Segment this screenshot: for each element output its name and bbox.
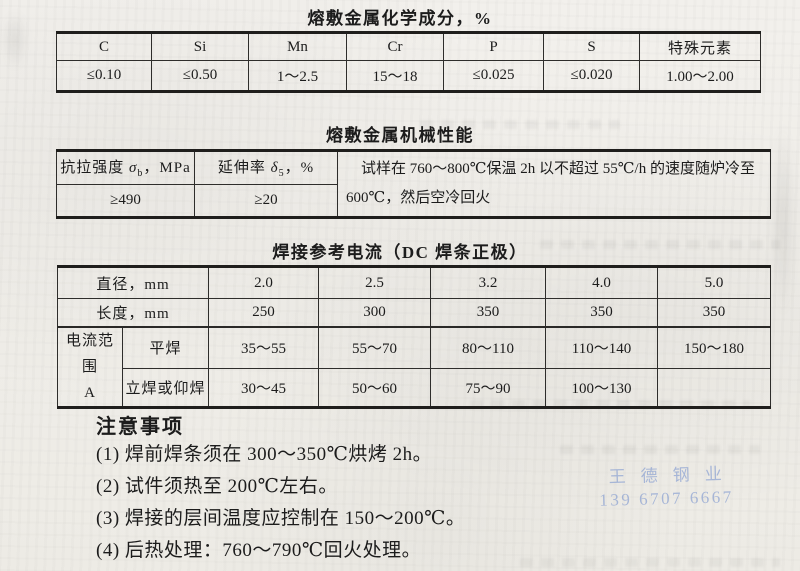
diameter-value: 3.2 (430, 266, 546, 299)
flat-weld-value: 55～70 (318, 325, 431, 369)
note-item: (4) 后热处理：760～790℃回火处理。 (96, 540, 422, 561)
tensile-unit: ，MPa (143, 160, 191, 177)
value-cell: 1.00～2.00 (639, 60, 761, 92)
length-value: 350 (545, 298, 658, 328)
header-cell: P (443, 32, 544, 61)
flat-weld-value: 35～55 (208, 325, 319, 369)
vertical-weld-value: 30～45 (208, 367, 319, 409)
scan-artifact (540, 240, 780, 249)
heat-treatment-line2: 600℃，然后空冷回火 (346, 190, 491, 206)
table-row: 电流范围 A 平焊 35～55 55～70 80～110 110～140 150… (57, 325, 771, 408)
delta-symbol: δ (270, 160, 279, 177)
chemical-composition-table: C Si Mn Cr P S 特殊元素 ≤0.10 ≤0.50 1～2.5 15… (56, 31, 761, 93)
flat-weld-value: 80～110 (430, 325, 546, 369)
table-row: 长度，mm 250 300 350 350 350 (57, 298, 771, 328)
value-cell: ≤0.020 (543, 60, 640, 92)
table-row: 抗拉强度 σb，MPa 延伸率 δ5，% 试样在 760～800℃保温 2h 以… (56, 150, 771, 218)
flat-weld-value: 150～180 (657, 325, 771, 369)
notes-heading: 注意事项 (96, 416, 184, 438)
length-value: 350 (430, 298, 546, 328)
vertical-weld-label: 立焊或仰焊 (122, 367, 209, 409)
diameter-label: 直径，mm (57, 266, 209, 299)
sigma-symbol: σ (129, 160, 138, 177)
diameter-value: 4.0 (545, 266, 658, 299)
header-cell: C (56, 32, 152, 61)
diameter-value: 2.5 (318, 266, 431, 299)
watermark-stamp: 王德钢业 139 6707 6667 (598, 462, 737, 512)
notes-section: 注意事项 (1) 焊前焊条须在 300～350℃烘烤 2h。 (2) 试件须热至… (96, 410, 465, 567)
length-value: 250 (208, 298, 319, 328)
scan-smudge (2, 10, 28, 70)
table-row: 立焊或仰焊 30～45 50～60 75～90 100～130 (58, 367, 771, 409)
scan-artifact (560, 445, 760, 454)
current-range-text: 电流范围 (65, 333, 114, 375)
header-cell: Si (151, 32, 249, 61)
sigma-subscript: b (137, 168, 144, 180)
length-value: 350 (657, 298, 771, 328)
mechanical-properties-title: 熔敷金属机械性能 (326, 126, 474, 145)
length-value: 300 (318, 298, 431, 328)
welding-current-title: 焊接参考电流（DC 焊条正极） (272, 243, 528, 262)
vertical-weld-value: 100～130 (545, 367, 658, 409)
elongation-label: 延伸率 (217, 160, 271, 177)
elongation-unit: ，% (284, 160, 315, 177)
header-cell: S (543, 32, 640, 61)
watermark-phone-number: 139 6707 6667 (599, 487, 735, 510)
delta-subscript: 5 (278, 168, 285, 180)
tensile-value: ≥490 (56, 183, 195, 218)
note-item: (2) 试件须热至 200℃左右。 (96, 476, 338, 497)
tensile-label: 抗拉强度 (60, 160, 129, 177)
heat-treatment-line1: 试样在 760～800℃保温 2h 以不超过 55℃/h 的速度随炉冷至 (361, 161, 755, 177)
diameter-value: 2.0 (208, 266, 319, 299)
header-cell: Cr (346, 32, 444, 61)
scan-smudge (770, 120, 796, 320)
tensile-strength-header: 抗拉强度 σb，MPa (56, 150, 195, 185)
chemical-composition-title: 熔敷金属化学成分，% (307, 9, 493, 28)
table-row: C Si Mn Cr P S 特殊元素 (56, 32, 761, 61)
elongation-value: ≥20 (194, 183, 338, 218)
scan-artifact (520, 558, 780, 567)
table-row: 直径，mm 2.0 2.5 3.2 4.0 5.0 (57, 266, 771, 299)
length-label: 长度，mm (57, 298, 209, 328)
value-cell: ≤0.10 (56, 60, 152, 92)
heat-treatment-cell: 试样在 760～800℃保温 2h 以不超过 55℃/h 的速度随炉冷至 600… (337, 150, 771, 218)
vertical-weld-value: 50～60 (318, 367, 431, 409)
value-cell: ≤0.025 (443, 60, 544, 92)
current-range-label: 电流范围 A (57, 326, 123, 408)
empty-cell (657, 367, 771, 409)
vertical-weld-value: 75～90 (430, 367, 546, 409)
diameter-value: 5.0 (657, 266, 771, 299)
value-cell: ≤0.50 (151, 60, 249, 92)
current-range-unit: A (84, 385, 96, 401)
note-item: (3) 焊接的层间温度应控制在 150～200℃。 (96, 508, 466, 529)
table-row: ≥490 ≥20 (56, 183, 771, 218)
value-cell: 15～18 (346, 60, 444, 92)
mechanical-properties-table: 抗拉强度 σb，MPa 延伸率 δ5，% 试样在 760～800℃保温 2h 以… (56, 149, 771, 219)
scan-artifact (420, 120, 620, 129)
elongation-header: 延伸率 δ5，% (194, 150, 338, 185)
flat-weld-label: 平焊 (122, 325, 209, 369)
flat-weld-value: 110～140 (545, 325, 658, 369)
header-cell: 特殊元素 (639, 32, 761, 61)
header-cell: Mn (248, 32, 347, 61)
note-item: (1) 焊前焊条须在 300～350℃烘烤 2h。 (96, 444, 433, 465)
welding-current-table: 直径，mm 2.0 2.5 3.2 4.0 5.0 长度，mm 250 300 … (57, 265, 771, 409)
value-cell: 1～2.5 (248, 60, 347, 92)
table-row: ≤0.10 ≤0.50 1～2.5 15～18 ≤0.025 ≤0.020 1.… (56, 60, 761, 92)
